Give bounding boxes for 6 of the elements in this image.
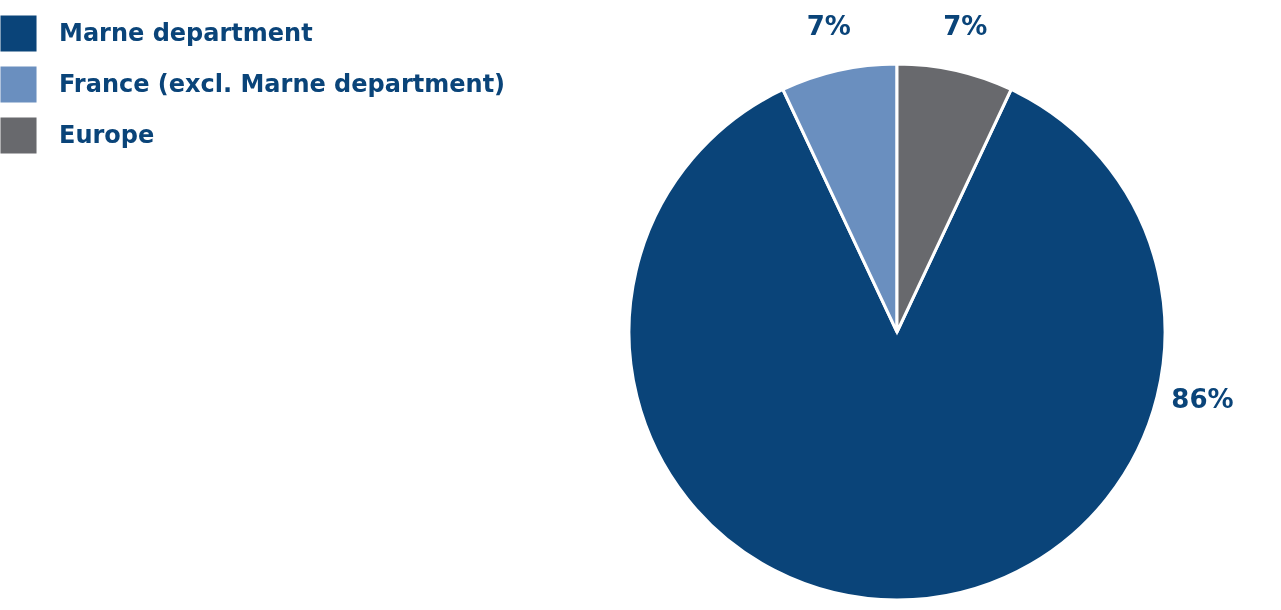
data-label: 7%: [943, 10, 988, 41]
legend-label: France (excl. Marne department): [59, 69, 506, 98]
legend-label: Europe: [59, 120, 155, 149]
data-label: 86%: [1171, 384, 1234, 415]
legend-label: Marne department: [59, 18, 313, 47]
data-label: 7%: [806, 10, 851, 41]
